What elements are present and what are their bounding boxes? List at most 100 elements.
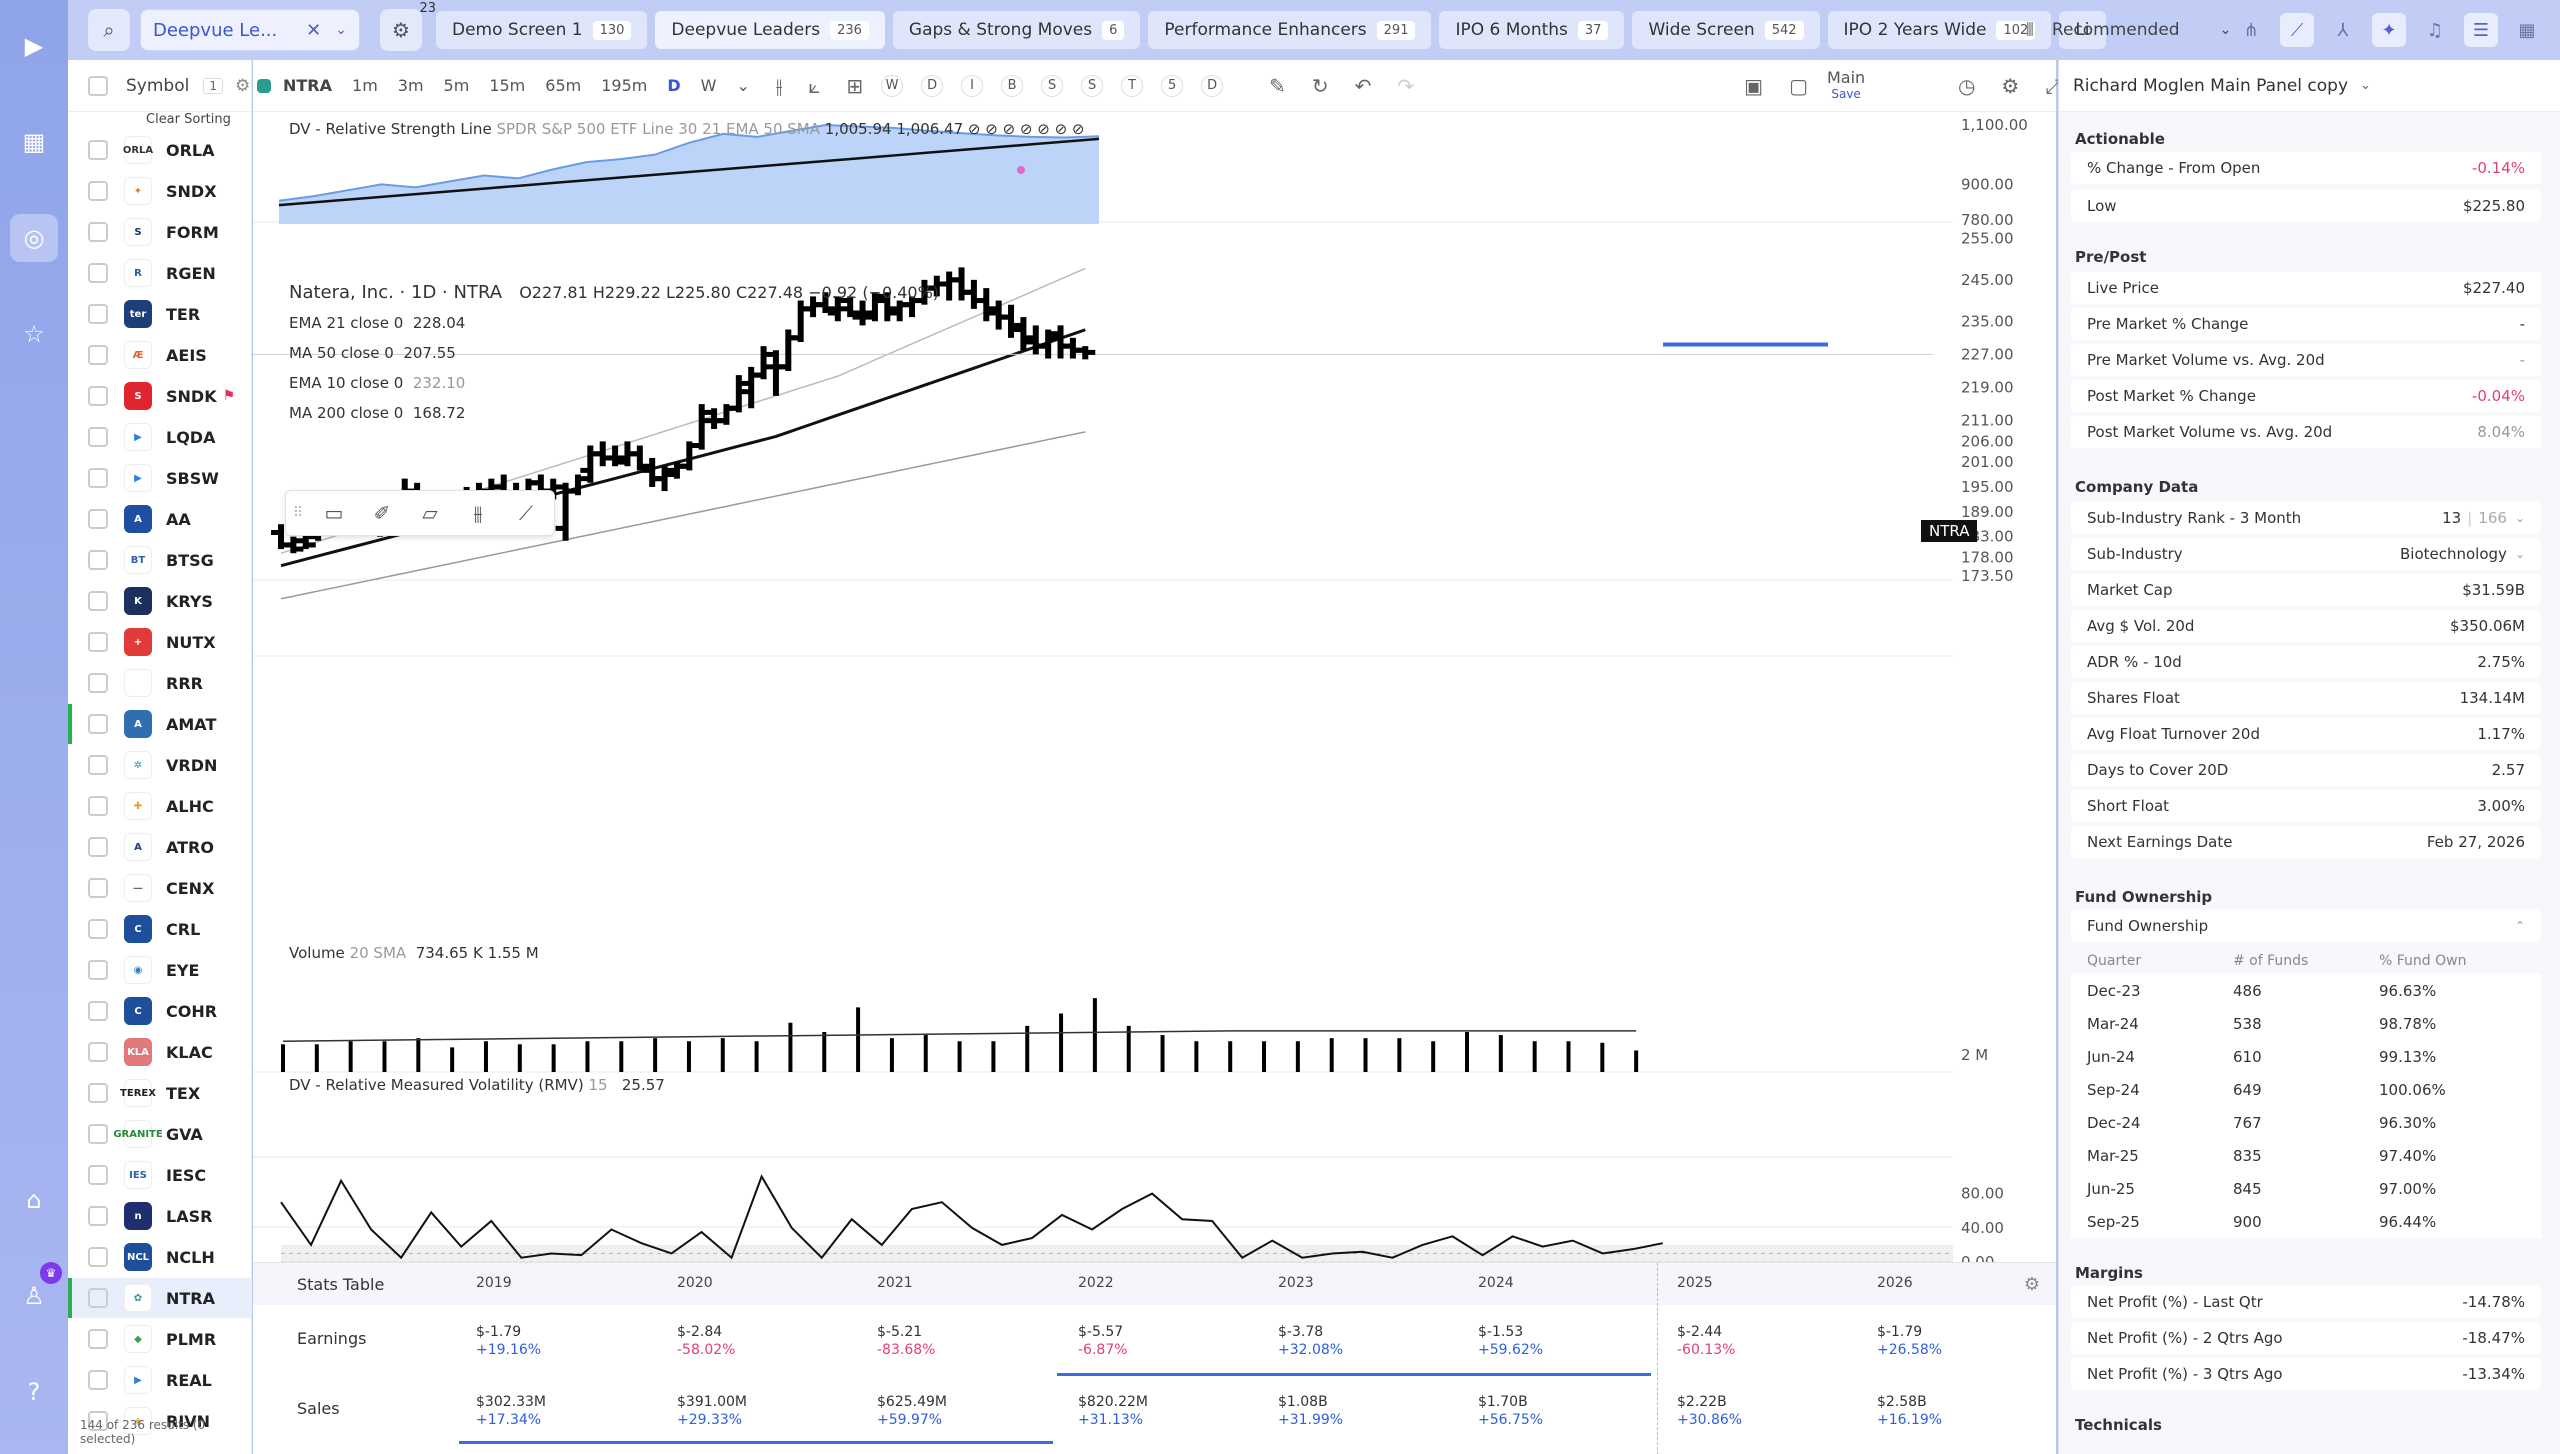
help-icon[interactable]: ? <box>27 1378 41 1406</box>
price-legend[interactable]: Natera, Inc. · 1D · NTRA O227.81 H229.22… <box>289 282 939 303</box>
draw-icon[interactable]: ✎ <box>1269 73 1286 98</box>
undo-icon[interactable]: ↶ <box>1354 73 1372 98</box>
settings-icon[interactable]: ⚙ <box>2001 73 2020 98</box>
brush-tool-icon[interactable]: ✐ <box>373 501 391 525</box>
settings-icon[interactable]: ⚙ <box>2023 1273 2040 1295</box>
volume-legend[interactable]: Volume 20 SMA 734.65 K 1.55 M <box>289 944 539 962</box>
period-button[interactable]: T <box>1121 74 1144 97</box>
period-button[interactable]: B <box>1001 74 1024 97</box>
row-checkbox[interactable] <box>88 878 108 898</box>
layout-icon[interactable]: ▣ <box>1744 73 1764 98</box>
user-icon[interactable]: ♙ <box>23 1282 45 1310</box>
period-button[interactable]: S <box>1081 74 1104 97</box>
fund-ownership-toggle[interactable]: Fund Ownership ⌃ <box>2071 910 2541 942</box>
period-button[interactable]: I <box>961 74 984 97</box>
row-checkbox[interactable] <box>88 919 108 939</box>
chart-icon[interactable]: ⟋ <box>2280 13 2314 47</box>
screen-tab[interactable]: Deepvue Leaders 236 <box>655 11 885 49</box>
watchlist-row[interactable]: Æ AEIS <box>68 335 252 375</box>
row-checkbox[interactable] <box>88 1370 108 1390</box>
row-checkbox[interactable] <box>88 632 108 652</box>
templates-icon[interactable]: ⊞ <box>846 73 864 98</box>
screen-tab[interactable]: Gaps & Strong Moves 6 <box>892 11 1141 49</box>
replay-icon[interactable]: ◷ <box>1957 73 1976 98</box>
timeframe-button[interactable]: 15m <box>489 76 526 95</box>
ema21-legend[interactable]: EMA 21 close 0 228.04 <box>289 314 465 332</box>
row-checkbox[interactable] <box>88 673 108 693</box>
row-checkbox[interactable] <box>88 1165 108 1185</box>
education-icon[interactable]: ⌂ <box>26 1186 42 1214</box>
watchlist-row[interactable]: IES IESC <box>68 1155 252 1195</box>
row-checkbox[interactable] <box>88 1042 108 1062</box>
row-checkbox[interactable] <box>88 1001 108 1021</box>
list-view-icon[interactable]: ☰ <box>2464 13 2498 47</box>
select-all-checkbox[interactable] <box>88 75 108 96</box>
rs-line-legend[interactable]: DV - Relative Strength Line SPDR S&P 500… <box>289 120 1085 138</box>
watchlist-row[interactable]: R RGEN <box>68 253 252 293</box>
indicators-icon[interactable]: ⟀ <box>808 73 821 98</box>
row-checkbox[interactable] <box>88 796 108 816</box>
row-checkbox[interactable] <box>88 263 108 283</box>
screen-tab[interactable]: IPO 2 Years Wide 102 <box>1827 11 2052 49</box>
chevron-down-icon[interactable]: ⌄ <box>736 76 750 95</box>
line-tool-icon[interactable]: ⟋ <box>519 501 533 525</box>
watchlist-row[interactable]: ◈ RIVN <box>68 1401 252 1441</box>
filter-button[interactable]: ⚙ 23 <box>380 1 436 51</box>
row-checkbox[interactable] <box>88 345 108 365</box>
subrank-row[interactable]: Sub-Industry Rank - 3 Month 13 | 166 ⌄ <box>2071 502 2541 534</box>
watchlist-row[interactable]: NCL NCLH <box>68 1237 252 1277</box>
watchlist-row[interactable]: ▶ SBSW <box>68 458 252 498</box>
screen-tab[interactable]: Li <box>2059 11 2106 49</box>
screen-select[interactable]: Deepvue Le... ✕ ⌄ <box>140 9 360 51</box>
watchlist-row[interactable]: ◆ PLMR <box>68 1319 252 1359</box>
drag-handle-icon[interactable]: ⠿ <box>292 505 304 521</box>
watchlist-row[interactable]: C CRL <box>68 909 252 949</box>
refresh-icon[interactable]: ↻ <box>1311 73 1329 98</box>
period-button[interactable]: D <box>921 74 944 97</box>
symbol-column-header[interactable]: Symbol <box>126 75 190 96</box>
row-checkbox[interactable] <box>88 427 108 447</box>
watchlist-row[interactable]: + NUTX <box>68 622 252 662</box>
bar-style-icon[interactable]: ⫲ <box>775 73 783 98</box>
period-button[interactable]: W <box>881 74 904 97</box>
period-button[interactable]: D <box>1201 74 1224 97</box>
watchlist-row[interactable]: ✦ SNDX <box>68 171 252 211</box>
watchlist-row[interactable]: ORLA ORLA <box>68 130 252 170</box>
row-checkbox[interactable] <box>88 714 108 734</box>
row-checkbox[interactable] <box>88 755 108 775</box>
watchlist-row[interactable]: K KRYS <box>68 581 252 621</box>
ma200-legend[interactable]: MA 200 close 0 168.72 <box>289 404 465 422</box>
row-checkbox[interactable] <box>88 304 108 324</box>
folder-icon[interactable]: ▢ <box>1789 73 1808 98</box>
row-checkbox[interactable] <box>88 468 108 488</box>
period-button[interactable]: 5 <box>1161 74 1184 97</box>
ai-icon[interactable]: ✦ <box>2372 13 2406 47</box>
timeframe-button[interactable]: W <box>700 76 717 95</box>
row-checkbox[interactable] <box>88 509 108 529</box>
comment-tool-icon[interactable]: ▱ <box>422 501 438 525</box>
candle-tool-icon[interactable]: ⫵ <box>473 501 483 525</box>
logo-icon[interactable]: ▶ <box>24 32 44 60</box>
gear-icon[interactable]: ⚙ <box>234 75 251 96</box>
row-checkbox[interactable] <box>88 1411 108 1431</box>
chart-symbol[interactable]: NTRA <box>257 76 332 95</box>
watchlist-row[interactable]: A AMAT <box>68 704 252 744</box>
search-icon[interactable]: ⌕ <box>88 9 130 51</box>
flag-icon[interactable]: ⚑ <box>222 388 236 404</box>
watchlist-row[interactable]: A ATRO <box>68 827 252 867</box>
row-checkbox[interactable] <box>88 1247 108 1267</box>
timeframe-button[interactable]: 3m <box>397 76 424 95</box>
row-checkbox[interactable] <box>88 181 108 201</box>
rmv-legend[interactable]: DV - Relative Measured Volatility (RMV) … <box>289 1076 665 1094</box>
timeframe-button[interactable]: 5m <box>443 76 470 95</box>
watchlist-row[interactable]: KLA KLAC <box>68 1032 252 1072</box>
row-checkbox[interactable] <box>88 550 108 570</box>
subind-row[interactable]: Sub-Industry Biotechnology ⌄ <box>2071 538 2541 570</box>
watchlist-row[interactable]: S SNDK ⚑ <box>68 376 252 416</box>
screen-tab[interactable]: Performance Enhancers 291 <box>1148 11 1432 49</box>
clear-icon[interactable]: ✕ <box>306 19 322 41</box>
timeframe-button[interactable]: D <box>667 76 681 95</box>
target-icon[interactable]: ◎ <box>10 214 58 262</box>
layout-save[interactable]: Main Save <box>1827 70 1865 102</box>
row-checkbox[interactable] <box>88 960 108 980</box>
